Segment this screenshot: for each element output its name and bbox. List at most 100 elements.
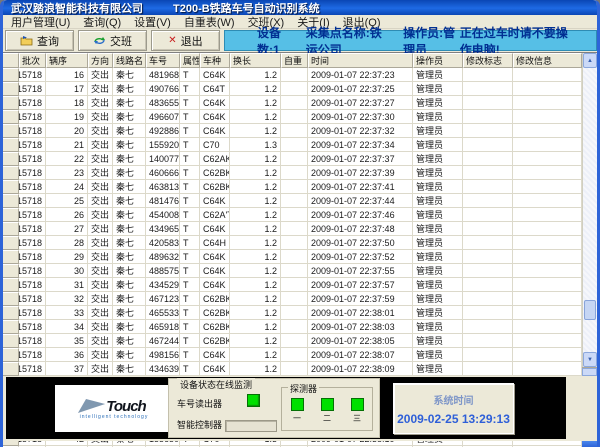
table-cell-time[interactable]: 2009-01-07 22:37:50 xyxy=(308,236,413,250)
table-cell-tare-weight[interactable] xyxy=(281,250,308,264)
table-cell-operator[interactable]: 管理员 xyxy=(413,222,463,236)
table-cell-seq[interactable]: 34 xyxy=(46,320,88,334)
table-cell-car-type[interactable]: C64K xyxy=(200,124,230,138)
table-cell-car-type[interactable]: C64K xyxy=(200,264,230,278)
table-cell-tare-weight[interactable] xyxy=(281,278,308,292)
table-cell-time[interactable]: 2009-01-07 22:37:44 xyxy=(308,194,413,208)
table-cell-modify-info[interactable] xyxy=(513,68,582,82)
table-cell-direction[interactable]: 交出 xyxy=(88,292,113,306)
table-cell-conversion-length[interactable]: 1.2 xyxy=(230,362,281,376)
table-cell-operator[interactable]: 管理员 xyxy=(413,292,463,306)
table-cell-tare-weight[interactable] xyxy=(281,194,308,208)
table-cell-time[interactable]: 2009-01-07 22:38:03 xyxy=(308,320,413,334)
row-selector[interactable] xyxy=(3,250,19,264)
table-cell-tare-weight[interactable] xyxy=(281,166,308,180)
table-cell-car-type[interactable]: C62BK xyxy=(200,334,230,348)
table-cell-seq[interactable]: 25 xyxy=(46,194,88,208)
table-cell-conversion-length[interactable]: 1.2 xyxy=(230,222,281,236)
table-cell-time[interactable]: 2009-01-07 22:38:09 xyxy=(308,362,413,376)
table-cell-batch[interactable]: 15718 xyxy=(19,348,46,362)
table-cell-time[interactable]: 2009-01-07 22:37:55 xyxy=(308,264,413,278)
table-cell-tare-weight[interactable] xyxy=(281,152,308,166)
table-cell-line-name[interactable]: 秦七 xyxy=(113,208,146,222)
table-cell-line-name[interactable]: 秦七 xyxy=(113,152,146,166)
table-cell-tare-weight[interactable] xyxy=(281,138,308,152)
table-cell-modify-flag[interactable] xyxy=(463,236,513,250)
table-cell-car-number[interactable]: 4896327 xyxy=(146,250,180,264)
table-cell-modify-flag[interactable] xyxy=(463,208,513,222)
table-row[interactable]: 1571832交出秦七4671235TC62BK1.2 2009-01-07 22… xyxy=(3,292,582,306)
table-row[interactable]: 1571818交出秦七4836550TC64K1.2 2009-01-07 22:… xyxy=(3,96,582,110)
table-row[interactable]: 1571817交出秦七4907660TC64T1.2 2009-01-07 22:… xyxy=(3,82,582,96)
menu-user-management[interactable]: 用户管理(U) xyxy=(11,16,71,29)
table-cell-seq[interactable]: 20 xyxy=(46,124,88,138)
row-selector[interactable] xyxy=(3,264,19,278)
table-cell-line-name[interactable]: 秦七 xyxy=(113,334,146,348)
table-cell-direction[interactable]: 交出 xyxy=(88,278,113,292)
table-cell-batch[interactable]: 15718 xyxy=(19,334,46,348)
table-cell-modify-info[interactable] xyxy=(513,306,582,320)
table-row[interactable]: 1571826交出秦七4540084TC62A'T1.2 2009-01-07 2… xyxy=(3,208,582,222)
table-cell-attribute[interactable]: T xyxy=(180,334,200,348)
menu-settings[interactable]: 设置(V) xyxy=(134,16,171,29)
table-cell-attribute[interactable]: T xyxy=(180,362,200,376)
table-cell-batch[interactable]: 15718 xyxy=(19,194,46,208)
row-selector[interactable] xyxy=(3,68,19,82)
table-cell-direction[interactable]: 交出 xyxy=(88,348,113,362)
table-cell-car-type[interactable]: C64K xyxy=(200,362,230,376)
table-cell-car-number[interactable]: 4655335 xyxy=(146,306,180,320)
table-cell-direction[interactable]: 交出 xyxy=(88,264,113,278)
table-cell-car-type[interactable]: C64K xyxy=(200,68,230,82)
table-cell-modify-info[interactable] xyxy=(513,152,582,166)
table-cell-modify-flag[interactable] xyxy=(463,334,513,348)
row-selector[interactable] xyxy=(3,208,19,222)
table-cell-conversion-length[interactable]: 1.2 xyxy=(230,278,281,292)
table-cell-line-name[interactable]: 秦七 xyxy=(113,348,146,362)
scrollbar-track[interactable] xyxy=(583,68,597,352)
table-cell-line-name[interactable]: 秦七 xyxy=(113,306,146,320)
column-header-conversion-length[interactable]: 换长 xyxy=(230,53,281,68)
table-cell-attribute[interactable]: T xyxy=(180,152,200,166)
table-row[interactable]: 1571830交出秦七4885757TC64K1.2 2009-01-07 22:… xyxy=(3,264,582,278)
table-cell-car-number[interactable]: 4836550 xyxy=(146,96,180,110)
table-cell-batch[interactable]: 15718 xyxy=(19,152,46,166)
table-cell-seq[interactable]: 18 xyxy=(46,96,88,110)
table-cell-modify-info[interactable] xyxy=(513,236,582,250)
table-cell-seq[interactable]: 30 xyxy=(46,264,88,278)
table-cell-operator[interactable]: 管理员 xyxy=(413,236,463,250)
vertical-scrollbar[interactable]: ▲ ▼ xyxy=(582,53,597,367)
table-cell-modify-flag[interactable] xyxy=(463,96,513,110)
table-cell-modify-flag[interactable] xyxy=(463,222,513,236)
table-row[interactable]: 1571831交出秦七4345292TC64K1.2 2009-01-07 22:… xyxy=(3,278,582,292)
table-cell-seq[interactable]: 24 xyxy=(46,180,88,194)
table-cell-time[interactable]: 2009-01-07 22:37:30 xyxy=(308,110,413,124)
table-cell-tare-weight[interactable] xyxy=(281,348,308,362)
menu-tare-table[interactable]: 自重表(W) xyxy=(183,16,235,29)
table-cell-modify-info[interactable] xyxy=(513,96,582,110)
table-cell-time[interactable]: 2009-01-07 22:37:46 xyxy=(308,208,413,222)
table-cell-conversion-length[interactable]: 1.2 xyxy=(230,348,281,362)
table-cell-modify-info[interactable] xyxy=(513,138,582,152)
table-cell-operator[interactable]: 管理员 xyxy=(413,138,463,152)
table-cell-direction[interactable]: 交出 xyxy=(88,320,113,334)
table-cell-conversion-length[interactable]: 1.2 xyxy=(230,236,281,250)
table-cell-car-type[interactable]: C64K xyxy=(200,250,230,264)
table-cell-car-type[interactable]: C64K xyxy=(200,278,230,292)
table-row[interactable]: 1571820交出秦七4928860TC64K1.2 2009-01-07 22:… xyxy=(3,124,582,138)
table-cell-modify-info[interactable] xyxy=(513,264,582,278)
table-cell-conversion-length[interactable]: 1.2 xyxy=(230,306,281,320)
table-cell-line-name[interactable]: 秦七 xyxy=(113,138,146,152)
row-selector[interactable] xyxy=(3,194,19,208)
table-cell-modify-info[interactable] xyxy=(513,110,582,124)
table-cell-seq[interactable]: 21 xyxy=(46,138,88,152)
table-cell-seq[interactable]: 22 xyxy=(46,152,88,166)
table-cell-operator[interactable]: 管理员 xyxy=(413,334,463,348)
table-cell-attribute[interactable]: T xyxy=(180,320,200,334)
table-cell-operator[interactable]: 管理员 xyxy=(413,320,463,334)
row-selector[interactable] xyxy=(3,306,19,320)
table-cell-tare-weight[interactable] xyxy=(281,236,308,250)
table-cell-seq[interactable]: 37 xyxy=(46,362,88,376)
table-cell-car-number[interactable]: 4659188 xyxy=(146,320,180,334)
table-cell-batch[interactable]: 15718 xyxy=(19,110,46,124)
table-cell-modify-flag[interactable] xyxy=(463,320,513,334)
